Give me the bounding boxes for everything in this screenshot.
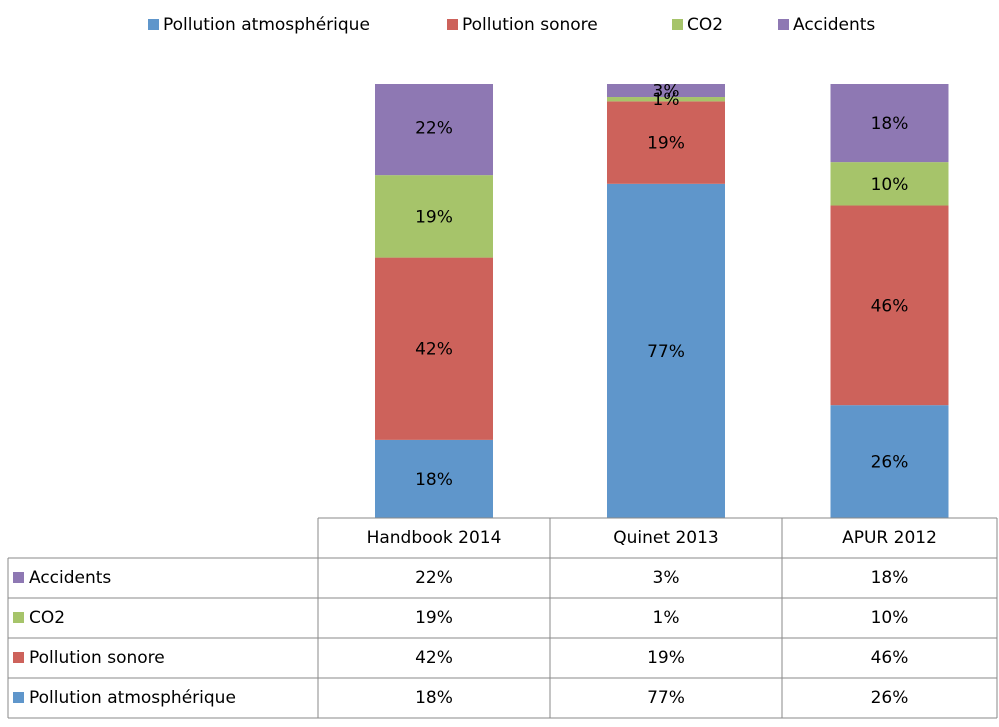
table-swatch (13, 572, 24, 583)
table-row-label: Accidents (29, 568, 111, 588)
table-cell: 1% (653, 608, 680, 628)
table-cell: 19% (415, 608, 453, 628)
table-header: Handbook 2014 (367, 528, 502, 548)
data-label: 3% (653, 82, 680, 102)
table-header: Quinet 2013 (613, 528, 718, 548)
table-swatch (13, 612, 24, 623)
data-label: 77% (647, 342, 685, 362)
table-cell: 26% (871, 688, 909, 708)
legend-label: CO2 (687, 15, 723, 35)
bar-segment (607, 97, 725, 102)
bar-segment (607, 183, 725, 518)
data-label: 46% (871, 296, 909, 316)
legend-swatch (447, 19, 458, 30)
table-row-label: Pollution sonore (29, 648, 165, 668)
data-label: 10% (871, 175, 909, 195)
data-label: 42% (415, 340, 453, 360)
table-swatch (13, 652, 24, 663)
data-label: 18% (871, 114, 909, 134)
table-cell: 3% (653, 568, 680, 588)
table-cell: 10% (871, 608, 909, 628)
bar-segment (830, 162, 949, 206)
legend-swatch (148, 19, 159, 30)
legend-swatch (672, 19, 683, 30)
table-cell: 19% (647, 648, 685, 668)
bar-segment (830, 205, 949, 406)
table-cell: 18% (415, 688, 453, 708)
data-label: 19% (415, 207, 453, 227)
legend-label: Pollution sonore (462, 15, 598, 35)
table-cell: 42% (415, 648, 453, 668)
table-row-label: CO2 (29, 608, 65, 628)
bar-segment (375, 257, 493, 440)
table-cell: 18% (871, 568, 909, 588)
data-label: 19% (647, 134, 685, 154)
data-label: 22% (415, 118, 453, 138)
table-swatch (13, 692, 24, 703)
data-label: 18% (415, 470, 453, 490)
bar-segment (830, 405, 949, 518)
bar-segment (375, 439, 493, 518)
table-cell: 22% (415, 568, 453, 588)
data-label: 26% (871, 453, 909, 473)
legend-label: Accidents (793, 15, 875, 35)
bar-segment (607, 101, 725, 184)
bar-segment (375, 175, 493, 258)
bar-segment (830, 84, 949, 163)
table-cell: 46% (871, 648, 909, 668)
bar-segment (607, 84, 725, 98)
data-label: 1% (653, 90, 680, 110)
legend-swatch (778, 19, 789, 30)
table-cell: 77% (647, 688, 685, 708)
table-header: APUR 2012 (842, 528, 937, 548)
table-row-label: Pollution atmosphérique (29, 688, 236, 708)
legend-label: Pollution atmosphérique (163, 15, 370, 35)
plot-area (375, 84, 949, 518)
bar-segment (375, 84, 493, 176)
